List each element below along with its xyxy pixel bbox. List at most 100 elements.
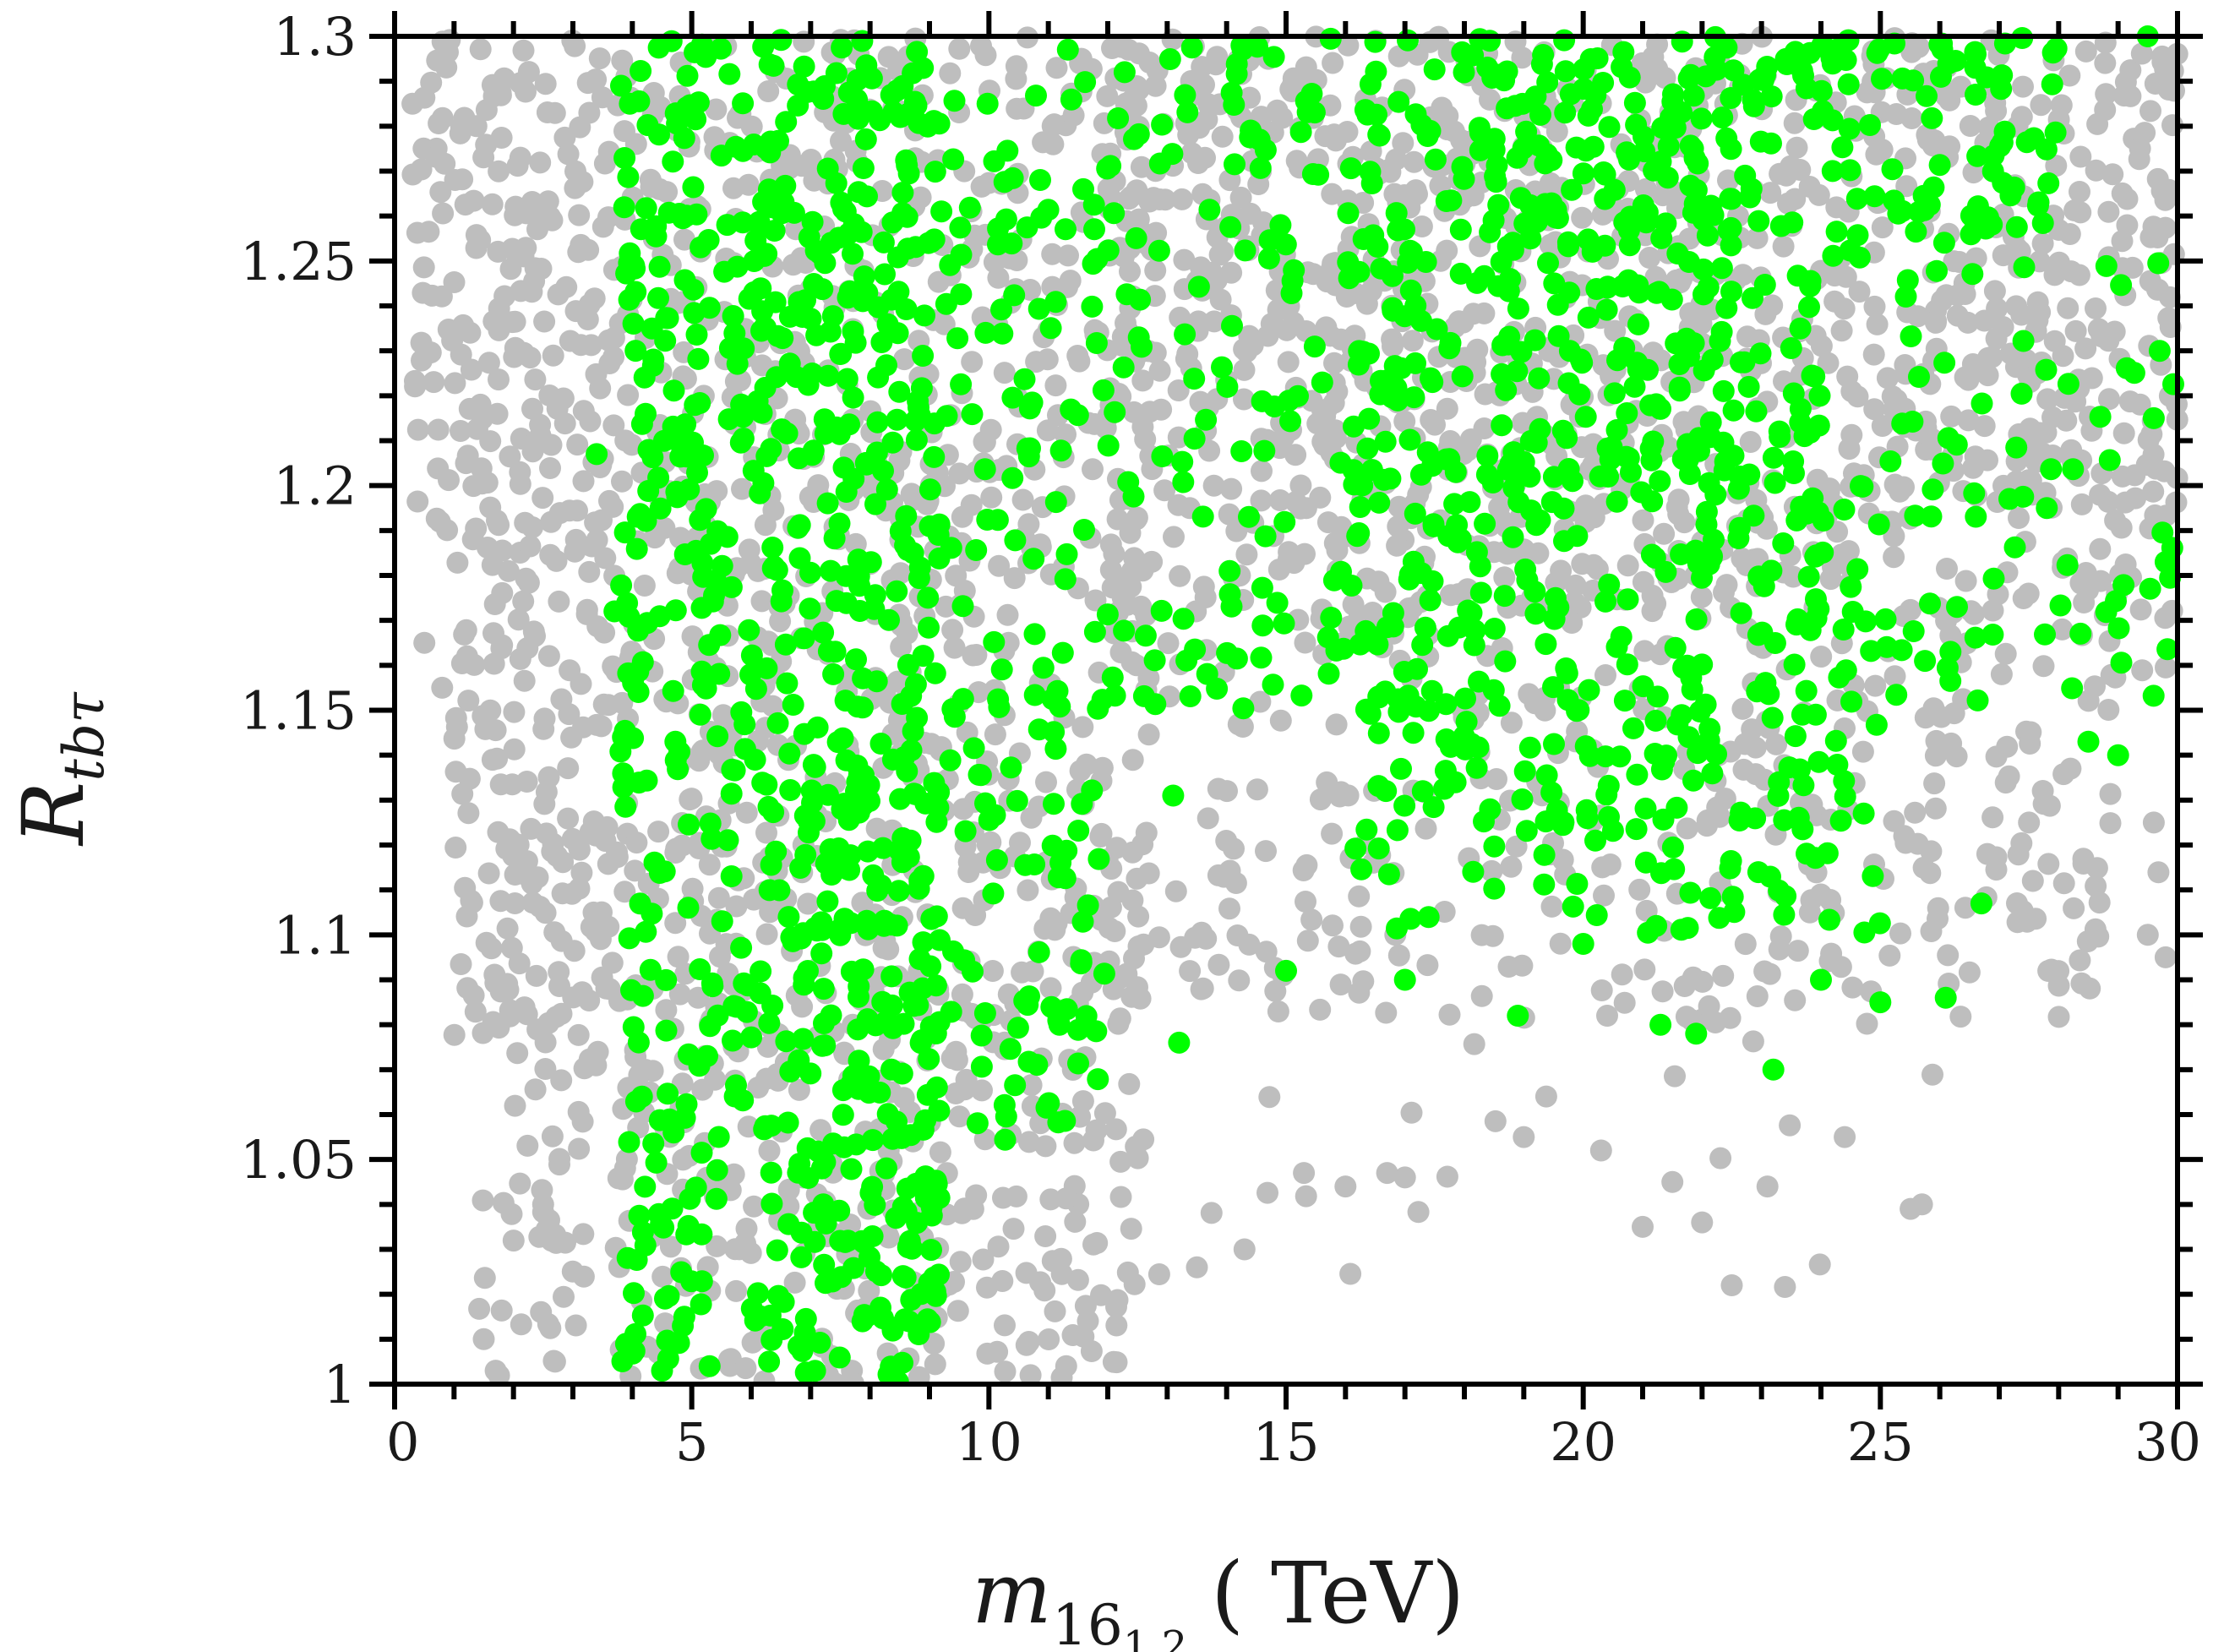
scatter-point (1349, 496, 1371, 518)
scatter-point (1483, 877, 1506, 900)
scatter-point (1415, 817, 1437, 840)
scatter-point (861, 1129, 884, 1152)
scatter-point (1883, 665, 1906, 688)
scatter-point (2045, 155, 2068, 177)
scatter-point (962, 737, 985, 760)
scatter-point (705, 98, 728, 121)
scatter-point (1894, 286, 1917, 308)
scatter-point (825, 590, 848, 613)
scatter-point (1113, 619, 1136, 642)
scatter-point (1916, 123, 1938, 146)
scatter-point (848, 975, 870, 998)
scatter-point (1060, 398, 1082, 421)
scatter-point (711, 910, 733, 933)
scatter-point (1933, 352, 1956, 374)
scatter-point (793, 55, 815, 78)
scatter-point (1994, 642, 2017, 665)
scatter-point (717, 829, 739, 852)
scatter-point (906, 706, 929, 729)
scatter-point (1469, 581, 1492, 604)
scatter-point (1175, 649, 1198, 672)
scatter-point (625, 537, 648, 560)
scatter-point (651, 1265, 674, 1288)
scatter-point (851, 891, 874, 914)
scatter-point (2155, 656, 2177, 679)
scatter-point (1295, 90, 1317, 112)
scatter-point (1071, 716, 1094, 739)
scatter-point (503, 738, 526, 761)
scatter-point (1889, 922, 1911, 945)
scatter-point (2129, 137, 2151, 160)
scatter-point (1775, 53, 1798, 75)
scatter-point (1543, 272, 1566, 295)
scatter-point (512, 590, 535, 613)
scatter-point (1337, 202, 1360, 225)
scatter-point (1096, 85, 1119, 107)
scatter-point (891, 827, 914, 849)
scatter-point (1502, 526, 1524, 548)
scatter-point (918, 616, 940, 639)
scatter-point (1022, 548, 1045, 570)
scatter-point (907, 994, 929, 1017)
scatter-point (548, 961, 570, 984)
scatter-point (1147, 239, 1170, 262)
scatter-point (990, 658, 1013, 681)
scatter-point (542, 832, 564, 855)
scatter-point (1393, 794, 1416, 817)
scatter-point (1971, 392, 1993, 415)
scatter-point (654, 1312, 677, 1335)
scatter-point (1789, 317, 1812, 340)
scatter-point (1450, 128, 1473, 151)
scatter-point (1891, 67, 1914, 90)
scatter-point (1665, 332, 1687, 355)
scatter-point (1096, 603, 1119, 626)
scatter-point (1137, 862, 1160, 885)
scatter-point (966, 1112, 989, 1135)
scatter-point (1593, 884, 1615, 907)
scatter-point (427, 418, 450, 441)
scatter-point (1131, 369, 1154, 392)
scatter-point (1594, 163, 1616, 186)
scatter-point (454, 194, 477, 216)
scatter-point (2012, 587, 2035, 609)
scatter-point (891, 1196, 914, 1219)
scatter-point (1819, 568, 1842, 591)
scatter-point (1981, 624, 2004, 646)
scatter-point (1473, 810, 1495, 833)
scatter-point (1101, 666, 1124, 689)
scatter-point (2010, 106, 2033, 128)
scatter-point (826, 731, 849, 754)
scatter-point (1435, 693, 1458, 716)
scatter-point (917, 232, 940, 254)
scatter-point (919, 955, 942, 978)
scatter-point (1943, 702, 1965, 725)
scatter-point (1745, 400, 1768, 423)
scatter-point (1407, 1201, 1430, 1224)
scatter-point (456, 977, 479, 1000)
scatter-point (829, 924, 852, 946)
scatter-point (1601, 820, 1624, 842)
scatter-point (1535, 764, 1558, 787)
scatter-point (1798, 901, 1821, 924)
scatter-point (746, 390, 769, 412)
scatter-point (1561, 178, 1584, 201)
scatter-point (613, 521, 636, 544)
scatter-point (1017, 1050, 1040, 1073)
scatter-point (1499, 453, 1522, 475)
scatter-point (1524, 85, 1547, 108)
scatter-point (1044, 1300, 1066, 1322)
scatter-point (1893, 825, 1916, 848)
scatter-point (1712, 964, 1735, 987)
scatter-point (630, 218, 652, 241)
scatter-point (1970, 892, 1992, 915)
scatter-point (449, 122, 472, 144)
scatter-point (1651, 980, 1674, 1003)
scatter-point (1175, 347, 1197, 370)
scatter-point (2008, 507, 2030, 529)
scatter-point (2118, 390, 2141, 413)
scatter-point (662, 679, 684, 702)
scatter-point (787, 1161, 809, 1184)
scatter-point (1106, 1289, 1129, 1311)
scatter-point (1488, 695, 1511, 717)
scatter-point (1749, 342, 1772, 365)
